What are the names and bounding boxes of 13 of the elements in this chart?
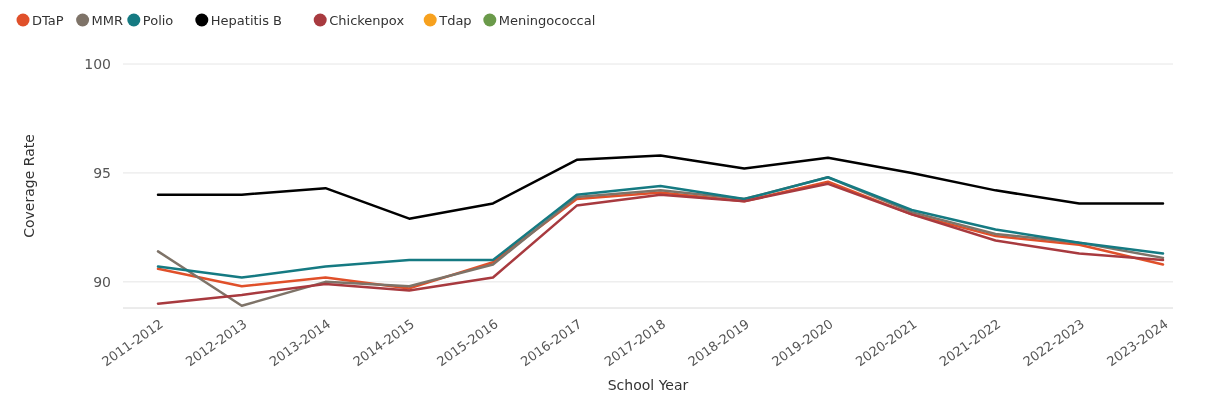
y-axis-title: Coverage Rate bbox=[21, 134, 37, 238]
legend-label: Polio bbox=[142, 13, 174, 28]
legend-label: Tdap bbox=[438, 13, 472, 28]
legend-label: MMR bbox=[91, 13, 124, 28]
legend-label: Meningococcal bbox=[498, 13, 596, 28]
y-tick-label: 100 bbox=[84, 55, 111, 72]
y-tick-label: 95 bbox=[93, 164, 111, 181]
line-series bbox=[156, 154, 1165, 220]
legend-label: Chickenpox bbox=[329, 13, 405, 28]
legend-label: Hepatitis B bbox=[210, 13, 283, 28]
y-tick-label: 90 bbox=[93, 273, 111, 290]
x-axis-title: School Year bbox=[607, 377, 689, 393]
legend-label: DTaP bbox=[32, 13, 64, 28]
